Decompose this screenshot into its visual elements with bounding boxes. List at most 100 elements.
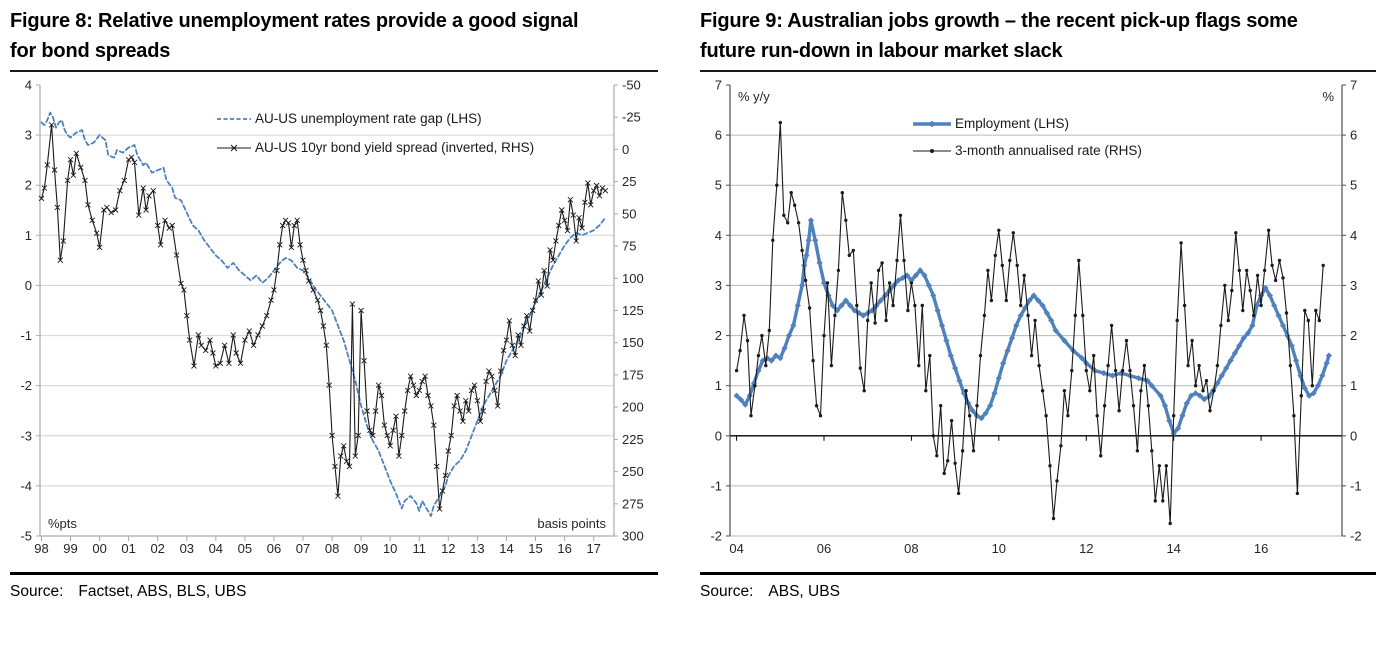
series-line <box>736 122 1324 525</box>
x-tick-label: 08 <box>904 541 918 556</box>
source-label: Source: <box>700 583 754 600</box>
x-tick-label: 10 <box>992 541 1006 556</box>
y-right-tick-label: 125 <box>622 303 644 318</box>
x-tick-label: 06 <box>817 541 831 556</box>
legend-label: AU-US 10yr bond yield spread (inverted, … <box>255 140 535 155</box>
y-left-tick-label: 2 <box>715 328 722 343</box>
x-tick-label: 13 <box>470 541 484 556</box>
y-right-tick-label: 4 <box>1350 228 1357 243</box>
figure-8-source: Source: Factset, ABS, BLS, UBS <box>10 575 658 601</box>
y-left-tick-label: 3 <box>715 278 722 293</box>
axis-unit-label: %pts <box>48 516 77 531</box>
figure-8-plot: 43210-1-2-3-4-5-50-250255075100125150175… <box>20 78 643 557</box>
y-right-tick-label: 225 <box>622 432 644 447</box>
figure-8-title-divider <box>10 70 658 72</box>
figure-9-title-divider <box>700 70 1376 72</box>
y-left-tick-label: 7 <box>715 78 722 93</box>
y-left-tick-label: 4 <box>25 78 32 93</box>
legend-label: 3-month annualised rate (RHS) <box>955 143 1142 158</box>
y-left-tick-label: 6 <box>715 128 722 143</box>
y-right-tick-label: 25 <box>622 174 636 189</box>
x-tick-label: 16 <box>557 541 571 556</box>
thick-line-sample-icon <box>913 120 951 127</box>
figure-9-title: Figure 9: Australian jobs growth – the r… <box>700 10 1298 62</box>
legend-dot-marker <box>930 148 934 153</box>
y-right-tick-label: 5 <box>1350 178 1357 193</box>
y-left-tick-label: -2 <box>710 529 722 544</box>
axis-unit-label: % <box>1322 89 1334 104</box>
y-left-tick-label: -1 <box>20 328 32 343</box>
x-tick-label: 11 <box>413 541 427 556</box>
y-right-tick-label: 50 <box>622 206 636 221</box>
y-left-tick-label: 0 <box>25 278 32 293</box>
legend-item: 3-month annualised rate (RHS) <box>912 137 1142 164</box>
y-right-tick-label: 0 <box>1350 428 1357 443</box>
x-tick-label: 10 <box>383 541 397 556</box>
gridlines <box>40 134 614 537</box>
figure-9-chart: 7 6 5 4 3 2 1 0 -1 -2 7 6 5 4 3 2 1 0 -1 -2 04 06 08 10 12 14 16% … <box>700 72 1376 572</box>
x-tick-label: 15 <box>528 541 542 556</box>
y-left-tick-label: 1 <box>25 228 32 243</box>
x-tick-label: 00 <box>92 541 106 556</box>
y-left-tick-label: 5 <box>715 178 722 193</box>
y-right-tick-label: 75 <box>622 239 636 254</box>
y-right-tick-label: -50 <box>622 78 641 93</box>
y-left-tick-label: -1 <box>710 478 722 493</box>
series-line <box>734 218 1331 435</box>
y-right-tick-label: 300 <box>622 529 644 544</box>
figure-9-legend: Employment (LHS) 3-month annualised rate… <box>912 110 1142 164</box>
x-tick-label: 14 <box>499 541 513 556</box>
legend-item: Employment (LHS) <box>912 110 1142 137</box>
x-tick-label: 09 <box>354 541 368 556</box>
x-marker-line-sample-icon <box>217 144 251 151</box>
y-right-tick-label: 3 <box>1350 278 1357 293</box>
figure-8-chart: 4 3 2 1 0 -1 -2 -3 -4 -5 -50 -25 0 25 50 75 100 125 150 175… <box>10 72 658 572</box>
dashed-line-sample-icon <box>217 117 251 120</box>
x-tick-label: 08 <box>325 541 339 556</box>
series-x-markers <box>38 122 609 512</box>
legend-item: AU-US unemployment rate gap (LHS) <box>216 104 534 133</box>
y-left-tick-label: -3 <box>20 428 32 443</box>
x-tick-label: 03 <box>180 541 194 556</box>
source-value: Factset, ABS, BLS, UBS <box>78 583 247 600</box>
x-tick-label: 14 <box>1166 541 1180 556</box>
figure-8-source-divider <box>10 572 658 575</box>
series-line <box>40 124 606 510</box>
tick-labels: 43210-1-2-3-4-5-50-250255075100125150175… <box>20 78 643 557</box>
x-tick-label: 12 <box>1079 541 1093 556</box>
axis-unit-label: basis points <box>537 516 606 531</box>
legend-x-marker <box>230 144 238 151</box>
y-right-tick-label: -2 <box>1350 529 1362 544</box>
x-tick-label: 04 <box>209 541 223 556</box>
series-dot-markers <box>734 120 1325 526</box>
figure-9-panel: Figure 9: Australian jobs growth – the r… <box>700 6 1376 601</box>
y-right-tick-label: 2 <box>1350 328 1357 343</box>
y-right-tick-label: 100 <box>622 271 644 286</box>
y-left-tick-label: 3 <box>25 128 32 143</box>
y-left-tick-label: 1 <box>715 378 722 393</box>
y-right-tick-label: 7 <box>1350 78 1357 93</box>
y-right-tick-label: -1 <box>1350 478 1362 493</box>
x-tick-label: 05 <box>238 541 252 556</box>
dot-marker-line-sample-icon <box>913 148 951 153</box>
x-tick-label: 06 <box>267 541 281 556</box>
y-right-tick-label: 250 <box>622 464 644 479</box>
x-tick-label: 98 <box>34 541 48 556</box>
y-right-tick-label: -25 <box>622 110 641 125</box>
legend-label: AU-US unemployment rate gap (LHS) <box>255 111 482 126</box>
legend-item: AU-US 10yr bond yield spread (inverted, … <box>216 133 534 162</box>
y-left-tick-label: 2 <box>25 178 32 193</box>
figure-8-panel: Figure 8: Relative unemployment rates pr… <box>10 6 658 601</box>
y-right-tick-label: 275 <box>622 496 644 511</box>
y-right-tick-label: 0 <box>622 142 629 157</box>
figure-9-source: Source: ABS, UBS <box>700 575 1376 601</box>
legend-diamond-marker <box>928 120 936 127</box>
axis-unit-label: % y/y <box>738 89 770 104</box>
x-tick-label: 16 <box>1254 541 1268 556</box>
y-right-tick-label: 150 <box>622 335 644 350</box>
y-left-tick-label: -2 <box>20 378 32 393</box>
